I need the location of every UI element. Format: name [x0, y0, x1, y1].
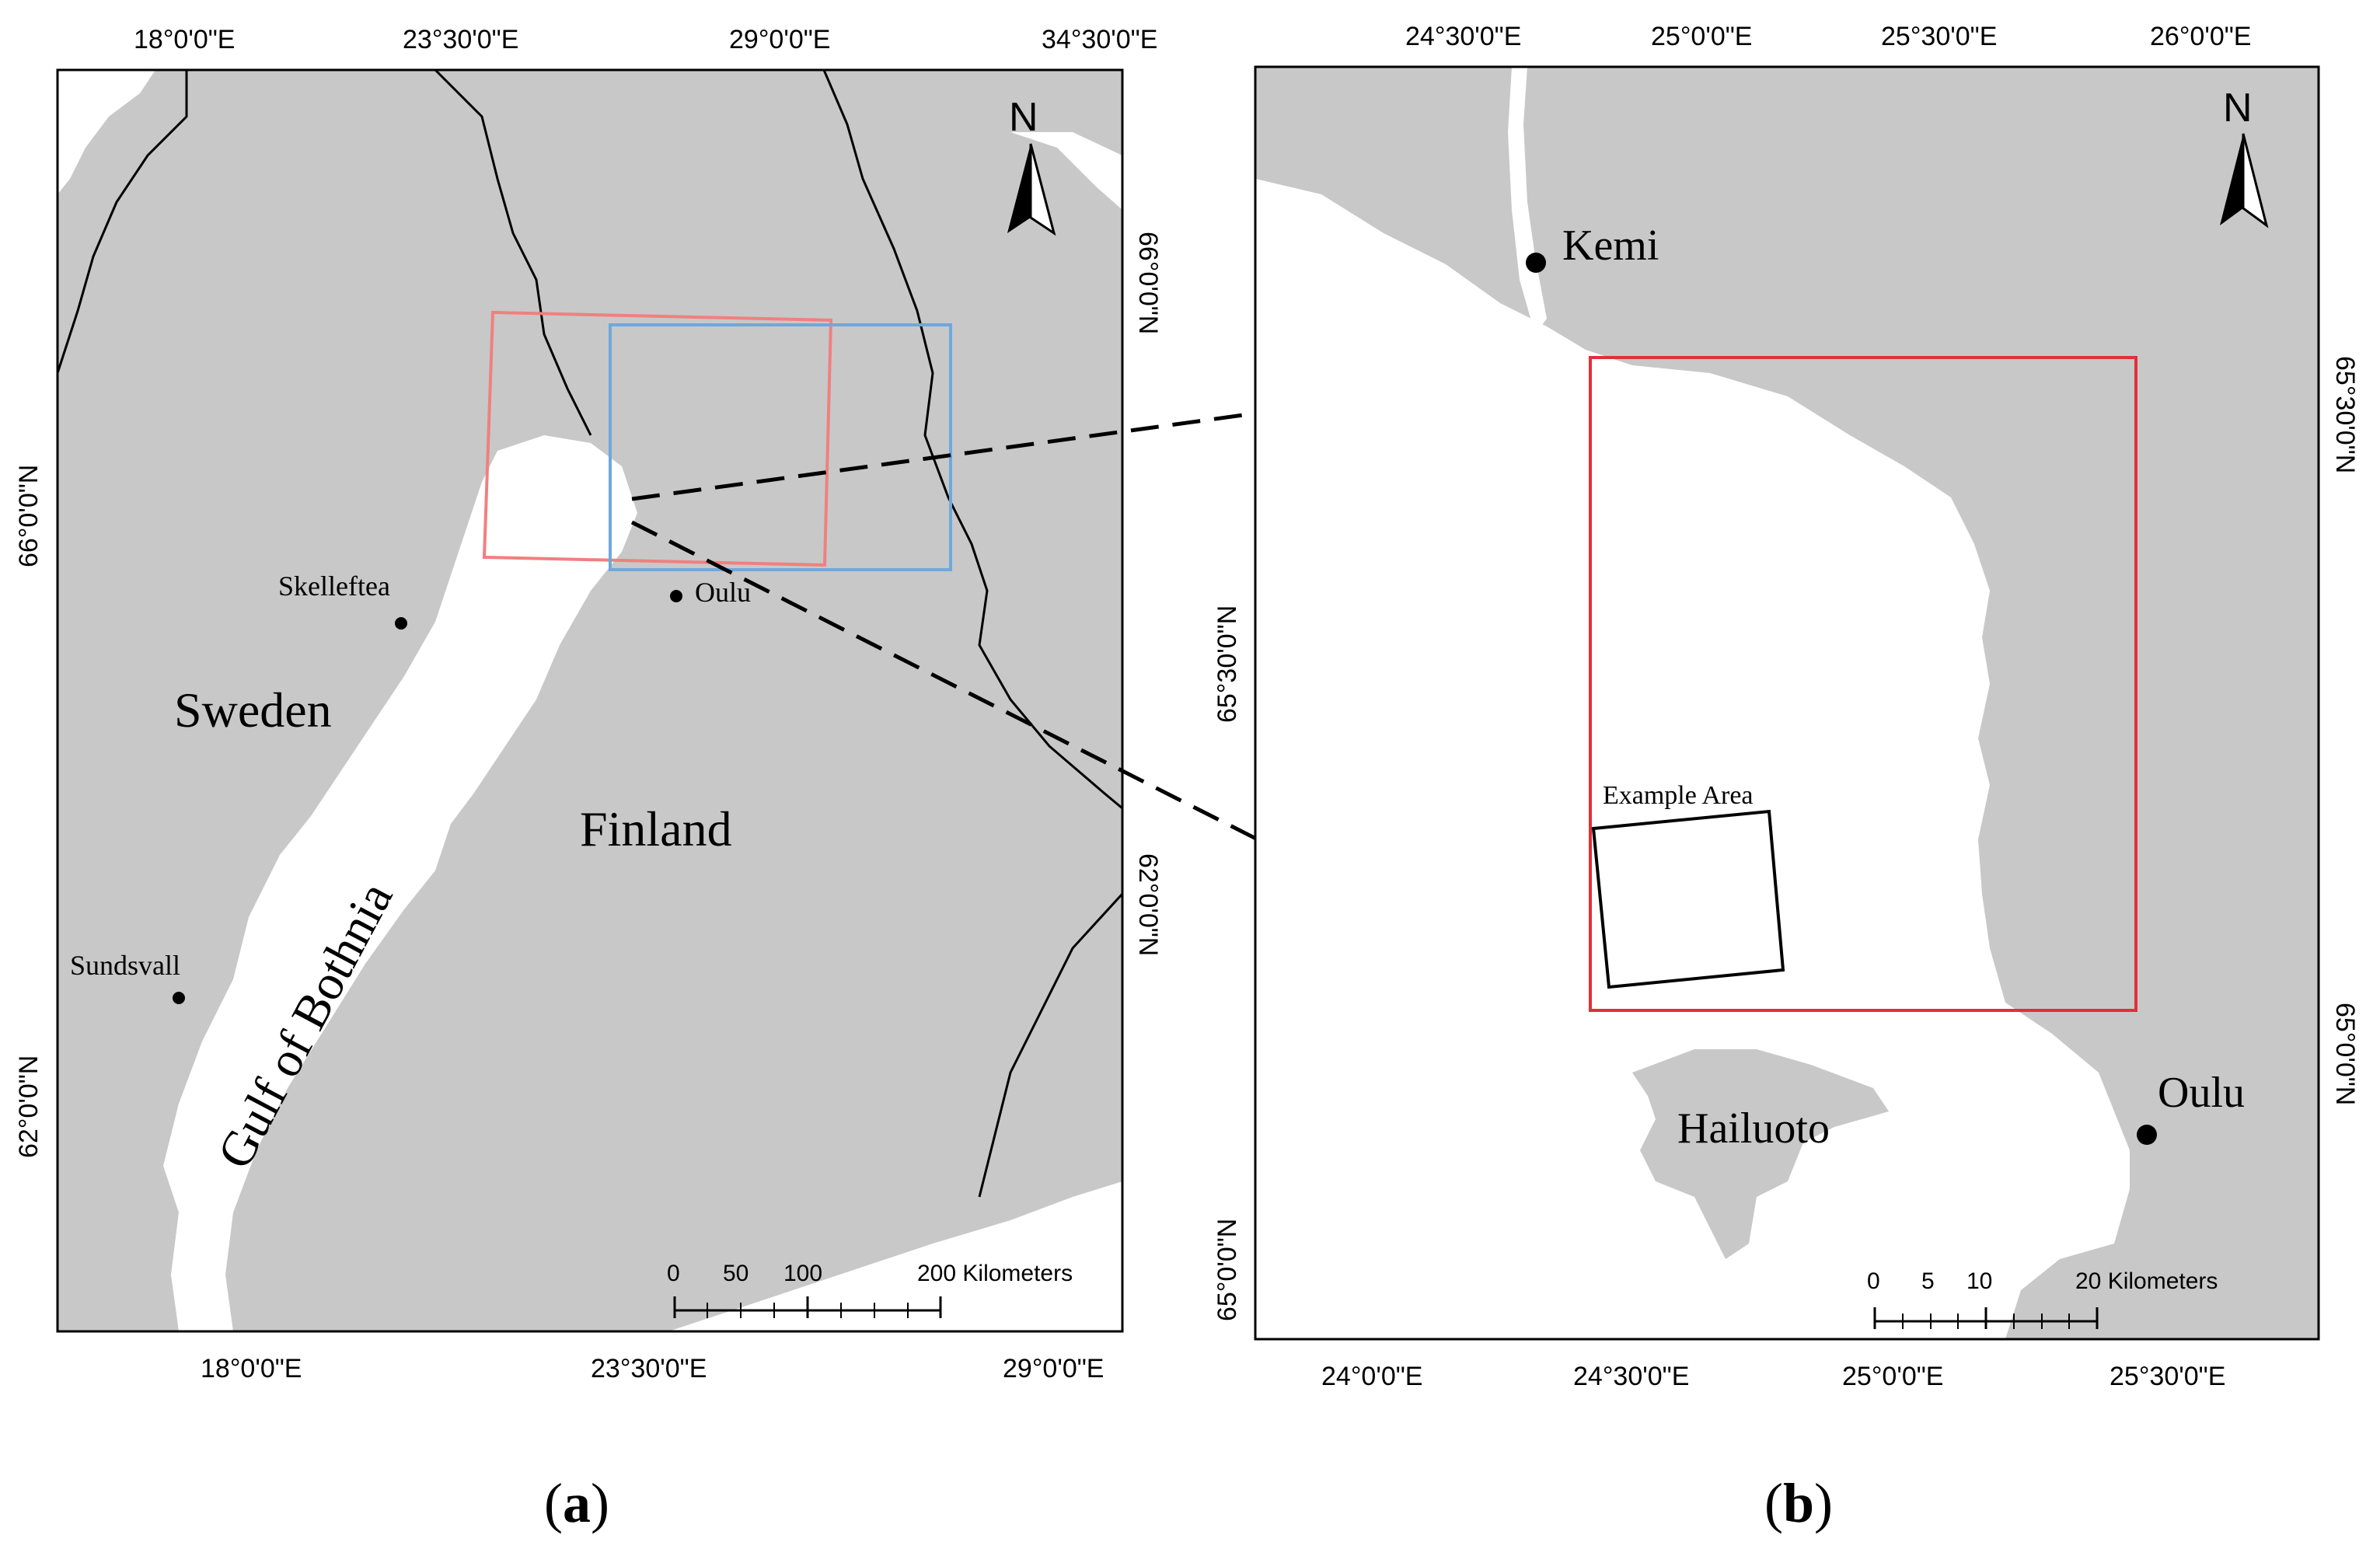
panel-b-caption: (b)	[1764, 1472, 1833, 1534]
b-top-lon-2: 25°0'0"E	[1651, 22, 1752, 51]
panel-a-caption: (a)	[544, 1472, 609, 1534]
blue-study-box	[609, 323, 952, 571]
skelleftea-dot	[395, 617, 407, 630]
hailuoto-island	[1632, 1049, 1889, 1259]
svg-text:10: 10	[1966, 1268, 1992, 1294]
study-area-box	[1589, 356, 2137, 1012]
b-right-lat-1: 65°30'0"N	[2330, 356, 2360, 473]
svg-text:N: N	[1009, 95, 1038, 140]
bothnian-bay-water	[1255, 179, 2130, 1339]
norwegian-sea-water	[58, 70, 155, 194]
baltic-sea-water	[668, 1181, 1122, 1331]
svg-text:0: 0	[667, 1261, 680, 1286]
a-left-lat-2: 62°0'0"N	[14, 1055, 44, 1158]
b-bottom-lon-3: 25°0'0"E	[1842, 1362, 1943, 1391]
finland-label: Finland	[580, 801, 732, 856]
scale-bar-b: 0 5 10 20 Kilometers	[1867, 1268, 2218, 1329]
svg-text:200 Kilometers: 200 Kilometers	[917, 1261, 1073, 1286]
b-bottom-lon-4: 25°30'0"E	[2110, 1362, 2225, 1391]
kemi-label: Kemi	[1562, 222, 1659, 270]
b-bottom-lon-2: 24°30'0"E	[1573, 1362, 1689, 1391]
oulu-b-dot	[2137, 1125, 2157, 1145]
oulu-a-label: Oulu	[695, 577, 751, 608]
b-top-lon-3: 25°30'0"E	[1881, 22, 1997, 51]
svg-text:5: 5	[1921, 1268, 1935, 1294]
svg-text:N: N	[2223, 85, 2253, 131]
panel-a-frame	[56, 68, 1124, 1333]
sundsvall-dot	[173, 992, 185, 1004]
svg-text:100: 100	[783, 1261, 822, 1286]
b-left-lat-1: 65°30'0"N	[1213, 605, 1242, 723]
a-bottom-lon-3: 29°0'0"E	[1003, 1354, 1104, 1383]
panel-b-frame	[1254, 65, 2320, 1341]
b-top-lon-4: 26°0'0"E	[2150, 22, 2251, 51]
b-right-lat-2: 65°0'0"N	[2330, 1003, 2360, 1105]
svg-text:50: 50	[723, 1261, 749, 1286]
a-bottom-lon-2: 23°30'0"E	[591, 1354, 707, 1383]
a-top-lon-1: 18°0'0"E	[134, 25, 235, 54]
a-bottom-lon-1: 18°0'0"E	[201, 1354, 302, 1383]
border-norway-sweden	[58, 70, 188, 374]
panel-b-map: Kemi Oulu Hailuoto Example Area N 0 5 10…	[1213, 22, 2360, 1391]
panel-a-map: Skelleftea Sundsvall Oulu Sweden Finland…	[14, 25, 1163, 1383]
oulu-b-label: Oulu	[2158, 1069, 2245, 1117]
north-arrow-b: N	[2220, 85, 2269, 229]
hailuoto-label: Hailuoto	[1677, 1104, 1830, 1153]
a-top-lon-3: 29°0'0"E	[729, 25, 830, 54]
border-russia-south	[978, 892, 1122, 1198]
north-arrow-a: N	[1007, 95, 1056, 236]
b-bottom-lon-1: 24°0'0"E	[1321, 1362, 1422, 1391]
border-finland-russia	[822, 70, 1122, 810]
a-top-lon-2: 23°30'0"E	[403, 25, 518, 54]
b-top-lon-1: 24°30'0"E	[1405, 22, 1521, 51]
sweden-label: Sweden	[174, 682, 332, 738]
svg-text:20 Kilometers: 20 Kilometers	[2075, 1268, 2218, 1294]
red-study-box	[482, 310, 833, 567]
white-sea-water	[1010, 132, 1122, 210]
a-right-lat-2: 62°0'0"N	[1133, 853, 1163, 956]
gulf-of-bothnia-water	[163, 435, 637, 1331]
kemi-dot	[1526, 253, 1546, 273]
oulu-a-dot	[670, 590, 682, 602]
scale-bar-a: 0 50 100 200 Kilometers	[667, 1261, 1073, 1318]
svg-text:0: 0	[1867, 1268, 1880, 1294]
sundsvall-label: Sundsvall	[70, 950, 180, 981]
a-top-lon-4: 34°30'0"E	[1042, 25, 1157, 54]
a-left-lat-1: 66°0'0"N	[14, 465, 44, 567]
example-area-box	[1591, 809, 1785, 989]
b-left-lat-2: 65°0'0"N	[1213, 1219, 1242, 1321]
skelleftea-label: Skelleftea	[278, 570, 390, 602]
border-sweden-finland	[434, 70, 592, 436]
a-right-lat-1: 66°0'0"N	[1133, 232, 1163, 334]
example-area-label: Example Area	[1603, 781, 1754, 810]
oulu-shore	[2005, 1166, 2319, 1339]
